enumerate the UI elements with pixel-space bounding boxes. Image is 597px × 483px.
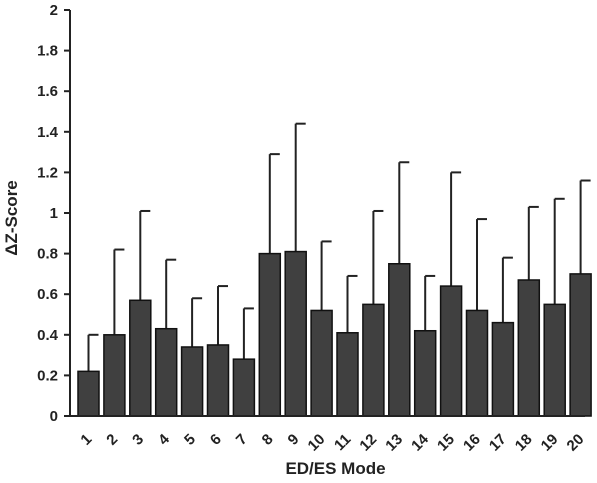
- y-tick-label: 1.2: [37, 164, 58, 181]
- y-tick-label: 1.4: [37, 124, 59, 141]
- y-tick-label: 1: [50, 205, 58, 222]
- bar: [491, 321, 515, 417]
- bar: [180, 346, 204, 417]
- bar: [77, 370, 100, 417]
- x-tick-label: 14: [408, 430, 432, 454]
- x-tick-label: 7: [233, 431, 251, 449]
- x-tick-label: 11: [331, 431, 354, 454]
- x-tick-label: 3: [129, 431, 147, 449]
- x-tick-label: 1: [77, 431, 95, 449]
- x-tick-label: 16: [460, 431, 484, 455]
- x-tick-labels: 1 2 3 4 5 6 7 8 9 10 11 12 13 14 15 16 17 18 19 20: [77, 430, 587, 454]
- x-tick-label: 12: [356, 431, 380, 455]
- x-tick-label: 2: [103, 431, 121, 449]
- y-tick-label: 0.6: [37, 286, 58, 303]
- y-tick-label: 2: [50, 2, 58, 19]
- bar: [543, 303, 566, 417]
- x-tick-label: 9: [285, 431, 303, 449]
- bar: [569, 273, 592, 417]
- y-tick-label: 1.8: [37, 43, 58, 60]
- x-tick-label: 4: [155, 430, 173, 448]
- bar: [465, 309, 489, 417]
- bar: [206, 344, 230, 417]
- bar: [336, 332, 359, 417]
- x-tick-label: 13: [382, 431, 406, 455]
- y-tick-label: 0.4: [37, 327, 59, 344]
- bar: [154, 327, 178, 417]
- bar: [439, 285, 463, 417]
- bar: [413, 329, 437, 417]
- y-axis-title: ΔZ-Score: [2, 180, 21, 256]
- x-tick-label: 20: [564, 431, 588, 455]
- x-tick-label: 15: [434, 431, 458, 455]
- x-tick-label: 17: [486, 431, 510, 455]
- y-tick-label: 0.8: [37, 246, 58, 263]
- chart-marks: [77, 122, 592, 417]
- bar: [232, 358, 256, 417]
- x-axis-title: ED/ES Mode: [285, 459, 385, 478]
- bar: [517, 279, 541, 417]
- x-tick-label: 19: [538, 431, 562, 455]
- bar: [103, 334, 126, 417]
- bar: [258, 252, 282, 417]
- bar: [129, 299, 152, 417]
- x-tick-label: 8: [259, 431, 277, 449]
- x-tick-label: 18: [512, 431, 536, 455]
- y-tick-labels: 0 0.2 0.4 0.6 0.8 1 1.2 1.4 1.6 1.8 2: [37, 2, 70, 425]
- bar: [388, 263, 411, 417]
- bar: [310, 309, 333, 417]
- y-tick-label: 0.2: [37, 367, 58, 384]
- y-tick-label: 1.6: [37, 83, 58, 100]
- bar: [362, 303, 385, 417]
- y-tick-label: 0: [50, 408, 58, 425]
- x-tick-label: 5: [181, 431, 199, 449]
- x-tick-label: 6: [207, 431, 225, 449]
- bar: [284, 250, 307, 417]
- x-tick-label: 10: [305, 431, 329, 455]
